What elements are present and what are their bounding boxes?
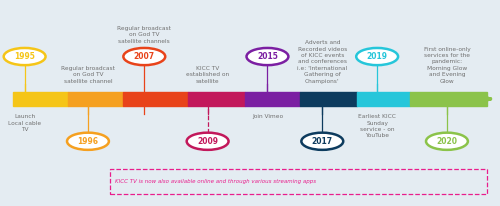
Text: Regular broadcast
on God TV
satellite channel: Regular broadcast on God TV satellite ch… (61, 66, 115, 84)
Text: 2007: 2007 (134, 52, 155, 61)
Text: KICC TV is now also available online and through various streaming apps: KICC TV is now also available online and… (116, 179, 316, 184)
Text: 1995: 1995 (14, 52, 35, 61)
Bar (123, 92, 188, 106)
Bar (410, 92, 487, 106)
Text: 2020: 2020 (436, 137, 458, 146)
Circle shape (186, 133, 228, 150)
Text: 2009: 2009 (197, 137, 218, 146)
Circle shape (302, 133, 343, 150)
Text: 1996: 1996 (78, 137, 98, 146)
Text: Launch
Local cable
TV: Launch Local cable TV (8, 114, 41, 132)
Text: Regular broadcast
on God TV
satellite channels: Regular broadcast on God TV satellite ch… (118, 26, 171, 44)
Circle shape (246, 48, 288, 65)
Circle shape (356, 48, 398, 65)
Circle shape (124, 48, 165, 65)
Circle shape (67, 133, 109, 150)
Text: 2015: 2015 (257, 52, 278, 61)
Text: Adverts and
Recorded videos
of KICC events
and conferences
i.e: 'International
G: Adverts and Recorded videos of KICC even… (297, 40, 348, 84)
Text: 2017: 2017 (312, 137, 333, 146)
Bar (13, 92, 68, 106)
Circle shape (4, 48, 45, 65)
Bar (188, 92, 245, 106)
Text: KICC TV
established on
satellite: KICC TV established on satellite (186, 66, 229, 84)
Text: 2019: 2019 (366, 52, 388, 61)
Text: Earliest KICC
Sunday
service - on
YouTube: Earliest KICC Sunday service - on YouTub… (358, 114, 396, 138)
Circle shape (426, 133, 468, 150)
Bar (300, 92, 357, 106)
Bar (357, 92, 410, 106)
Text: First online-only
services for the
pandemic:
Morning Glow
and Evening
Glow: First online-only services for the pande… (424, 47, 470, 84)
Bar (68, 92, 123, 106)
Text: Join Vimeo: Join Vimeo (252, 114, 283, 119)
Bar (245, 92, 300, 106)
